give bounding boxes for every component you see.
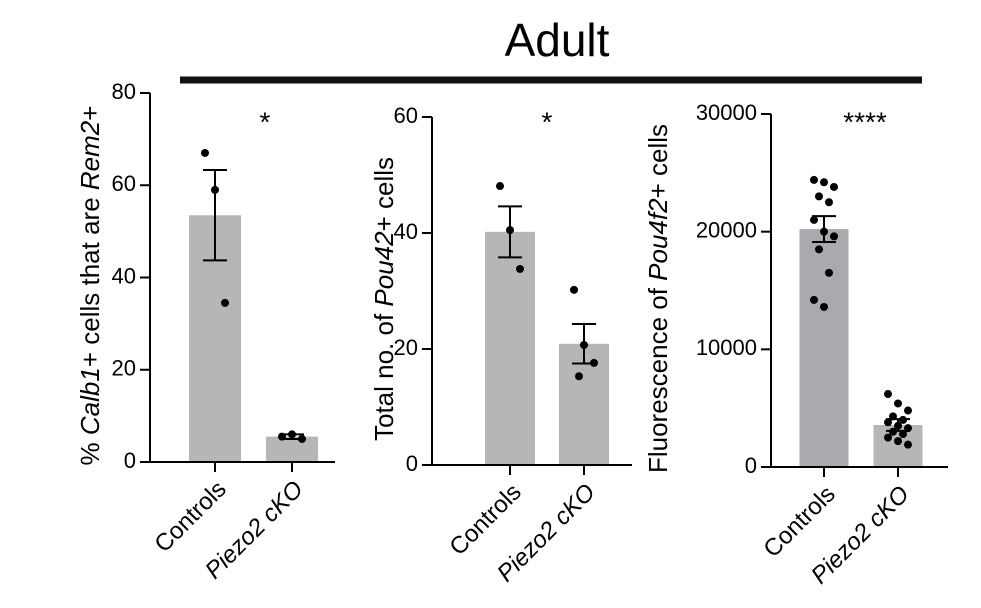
y-axis-label-part: + (75, 106, 105, 121)
data-point (506, 226, 514, 235)
y-axis-label: Fluorescence of Pou4f2+ cells (643, 124, 673, 473)
significance: * (542, 106, 553, 137)
y-tick-label: 30000 (696, 100, 757, 125)
y-tick-label: 0 (124, 448, 136, 473)
y-tick-label: 40 (394, 219, 418, 244)
data-point (580, 340, 588, 349)
data-point (830, 182, 838, 191)
significance: * (260, 106, 271, 137)
y-axis-label-part: % (75, 435, 105, 465)
y-tick-label: 80 (112, 79, 136, 104)
data-point (815, 245, 823, 254)
y-tick-label: 0 (745, 453, 757, 478)
data-point (820, 227, 828, 236)
y-axis-label-part: Total no. of (369, 307, 399, 441)
data-point (221, 298, 229, 307)
data-point (904, 424, 912, 433)
panel-title: Adult (505, 14, 610, 66)
data-point (810, 295, 818, 304)
y-axis-label-part: Pou42 (369, 231, 399, 307)
data-point (288, 430, 296, 439)
data-point (884, 418, 892, 427)
y-tick-label: 60 (394, 103, 418, 128)
bar (799, 229, 849, 467)
bar (873, 424, 923, 467)
bar (485, 231, 535, 465)
data-point (815, 192, 823, 201)
data-point (889, 427, 897, 436)
data-point (884, 390, 892, 399)
y-axis-label-part: Rem2 (75, 120, 105, 190)
data-point (211, 185, 219, 194)
y-tick-label: 0 (406, 451, 418, 476)
significance: **** (843, 106, 887, 137)
data-point (904, 440, 912, 449)
bar (266, 436, 318, 462)
y-axis-label: Total no. of Pou42+ cells (369, 157, 399, 441)
data-point (825, 268, 833, 277)
data-point (899, 415, 907, 424)
data-point (884, 433, 892, 442)
data-point (825, 198, 833, 207)
data-point (516, 264, 524, 273)
data-point (201, 148, 209, 157)
data-point (496, 182, 504, 191)
y-axis-label-part: + cells (369, 157, 399, 231)
y-axis-label-part: + cells that are (75, 190, 105, 367)
data-point (889, 412, 897, 421)
data-point (278, 432, 286, 441)
data-point (894, 437, 902, 446)
y-tick-label: 60 (112, 171, 136, 196)
data-point (894, 421, 902, 430)
y-axis-label: % Calb1+ cells that are Rem2+ (75, 106, 105, 466)
data-point (894, 399, 902, 408)
y-tick-label: 40 (112, 263, 136, 288)
y-tick-label: 10000 (696, 335, 757, 360)
y-tick-label: 20 (394, 335, 418, 360)
data-point (830, 232, 838, 241)
data-point (820, 302, 828, 311)
y-axis-label-part: Fluorescence of (643, 281, 673, 473)
data-point (298, 434, 306, 443)
data-point (575, 372, 583, 381)
y-axis-label-part: Pou4f2 (643, 198, 673, 281)
data-point (810, 215, 818, 224)
y-tick-label: 20 (112, 356, 136, 381)
data-point (590, 358, 598, 367)
data-point (570, 285, 578, 294)
y-axis-label-part: + cells (643, 124, 673, 198)
data-point (899, 430, 907, 439)
y-axis-label-part: Calb1 (75, 367, 105, 435)
data-point (904, 406, 912, 415)
data-point (810, 175, 818, 184)
y-tick-label: 20000 (696, 217, 757, 242)
data-point (820, 178, 828, 187)
